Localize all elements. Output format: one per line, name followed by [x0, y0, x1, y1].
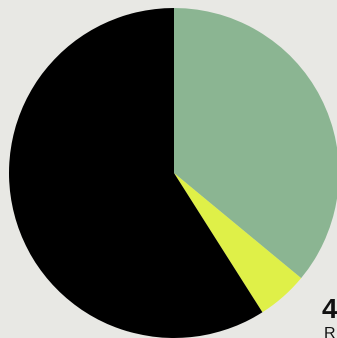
pie-slice-1 — [174, 8, 337, 279]
stat-caption: R — [324, 325, 336, 338]
pie-slice-2 — [174, 173, 302, 313]
stat-number: 4 — [322, 293, 337, 324]
pie-slice-3 — [9, 8, 263, 338]
